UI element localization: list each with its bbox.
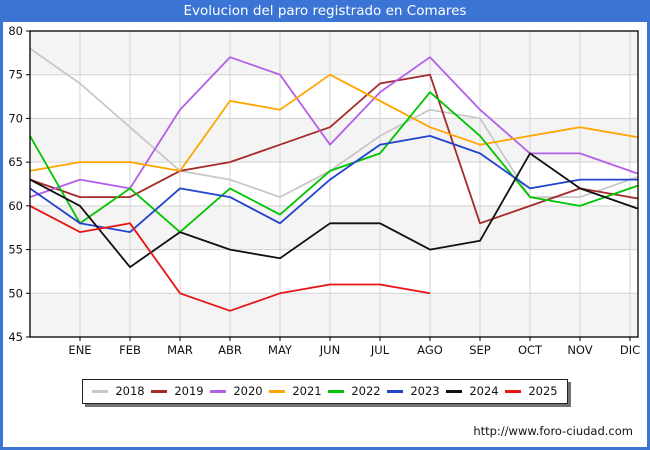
legend-label: 2021	[292, 383, 322, 398]
x-tick-label: DIC	[620, 343, 640, 357]
y-tick-label: 45	[8, 330, 23, 344]
legend-swatch-2020	[210, 390, 227, 393]
y-tick-label: 50	[8, 286, 23, 300]
y-tick-label: 70	[8, 111, 23, 125]
legend-entry-2018: 2018	[92, 383, 145, 398]
plot-band	[30, 205, 638, 250]
x-tick-label: MAY	[268, 343, 293, 357]
plot-band	[30, 31, 638, 75]
y-tick-label: 75	[8, 68, 23, 82]
series-line-2025	[29, 205, 431, 312]
legend-swatch-2025	[505, 390, 522, 393]
legend-swatch-2022	[328, 390, 345, 393]
legend-entry-2025: 2025	[505, 383, 558, 398]
x-tick-label: NOV	[567, 343, 592, 357]
legend-swatch-2019	[151, 390, 168, 393]
legend-swatch-2021	[269, 390, 286, 393]
x-tick-label: ABR	[218, 343, 242, 357]
x-tick-label: ENE	[68, 343, 91, 357]
legend-entry-2023: 2023	[387, 383, 440, 398]
x-tick-label: FEB	[119, 343, 141, 357]
x-tick-label: MAR	[167, 343, 193, 357]
legend-label: 2024	[469, 383, 499, 398]
x-tick-label: AGO	[417, 343, 443, 357]
legend-label: 2022	[351, 383, 381, 398]
series-line-2019	[29, 73, 639, 225]
series-line-2024	[29, 152, 639, 269]
series-line-2020	[29, 56, 639, 198]
chart-legend: 2018 2019 2020 2021 2022 2023 2024 2025	[82, 379, 568, 404]
x-tick-label: OCT	[518, 343, 543, 357]
legend-entry-2019: 2019	[151, 383, 204, 398]
x-tick-label: JUN	[319, 343, 340, 357]
footer-url: http://www.foro-ciudad.com	[473, 424, 633, 438]
legend-swatch-2018	[92, 390, 109, 393]
legend-entry-2024: 2024	[446, 383, 499, 398]
legend-entry-2020: 2020	[210, 383, 263, 398]
legend-entry-2022: 2022	[328, 383, 381, 398]
plot-border	[29, 30, 639, 338]
x-tick-label: JUL	[370, 343, 390, 357]
legend-swatch-2024	[446, 390, 463, 393]
legend-label: 2023	[410, 383, 440, 398]
legend-entry-2021: 2021	[269, 383, 322, 398]
legend-label: 2019	[174, 383, 204, 398]
y-tick-label: 65	[8, 155, 23, 169]
legend-label: 2020	[233, 383, 263, 398]
legend-label: 2025	[528, 383, 558, 398]
plot-band	[30, 293, 638, 337]
y-tick-label: 60	[8, 199, 23, 213]
legend-swatch-2023	[387, 390, 404, 393]
series-line-2021	[29, 73, 639, 172]
series-line-2018	[29, 47, 639, 199]
y-tick-label: 55	[8, 243, 23, 257]
y-tick-label: 80	[8, 24, 23, 38]
x-tick-label: SEP	[469, 343, 491, 357]
series-line-2023	[29, 134, 638, 234]
chart-title: Evolucion del paro registrado en Comares	[3, 3, 647, 22]
legend-label: 2018	[115, 383, 145, 398]
